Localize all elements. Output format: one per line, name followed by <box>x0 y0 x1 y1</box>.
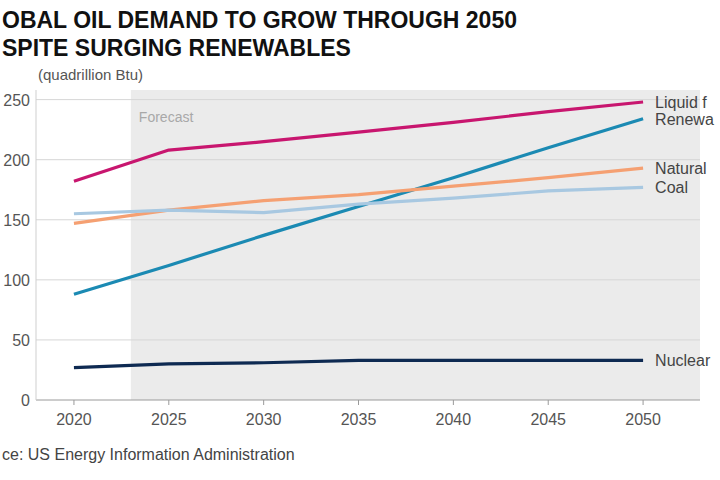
x-tick-label: 2030 <box>246 411 282 428</box>
x-tick-label: 2025 <box>151 411 187 428</box>
forecast-region <box>131 90 700 400</box>
series-label: Coal <box>655 179 688 196</box>
grid-line <box>36 339 700 340</box>
y-tick-label: 0 <box>21 392 30 409</box>
series-line <box>74 187 643 213</box>
x-tick <box>358 400 359 405</box>
title: OBAL OIL DEMAND TO GROW THROUGH 2050 <box>2 7 517 33</box>
y-tick-label: 200 <box>3 152 30 169</box>
series-line <box>74 360 643 367</box>
x-axis-line <box>36 400 700 401</box>
series-line <box>74 102 643 181</box>
x-tick <box>263 400 264 405</box>
forecast-label: Forecast <box>139 109 194 125</box>
x-tick-label: 2040 <box>436 411 472 428</box>
y-tick-label: 100 <box>3 272 30 289</box>
x-tick <box>643 400 644 405</box>
x-tick <box>73 400 74 405</box>
y-tick-label: 50 <box>12 332 30 349</box>
series-label: Natural <box>655 160 707 177</box>
series-label: Nuclear <box>655 352 711 369</box>
source: ce: US Energy Information Administration <box>2 446 295 463</box>
grid-line <box>36 219 700 220</box>
series-label: Renewa <box>655 111 714 128</box>
y-axis-label: (quadrillion Btu) <box>38 66 143 83</box>
x-tick-label: 2035 <box>341 411 377 428</box>
subtitle: SPITE SURGING RENEWABLES <box>2 35 351 61</box>
series-label: Liquid f <box>655 94 707 111</box>
x-tick <box>168 400 169 405</box>
grid-line <box>36 99 700 100</box>
x-tick-label: 2050 <box>625 411 661 428</box>
y-tick-label: 250 <box>3 92 30 109</box>
x-tick <box>548 400 549 405</box>
x-tick-label: 2045 <box>530 411 566 428</box>
grid-line <box>36 279 700 280</box>
series-line <box>74 119 643 294</box>
plot-area <box>74 102 643 368</box>
series-line <box>74 168 643 223</box>
x-tick-label: 2020 <box>56 411 92 428</box>
chart: OBAL OIL DEMAND TO GROW THROUGH 2050SPIT… <box>0 0 720 480</box>
x-tick <box>453 400 454 405</box>
y-axis-line <box>36 90 37 400</box>
y-tick-label: 150 <box>3 212 30 229</box>
